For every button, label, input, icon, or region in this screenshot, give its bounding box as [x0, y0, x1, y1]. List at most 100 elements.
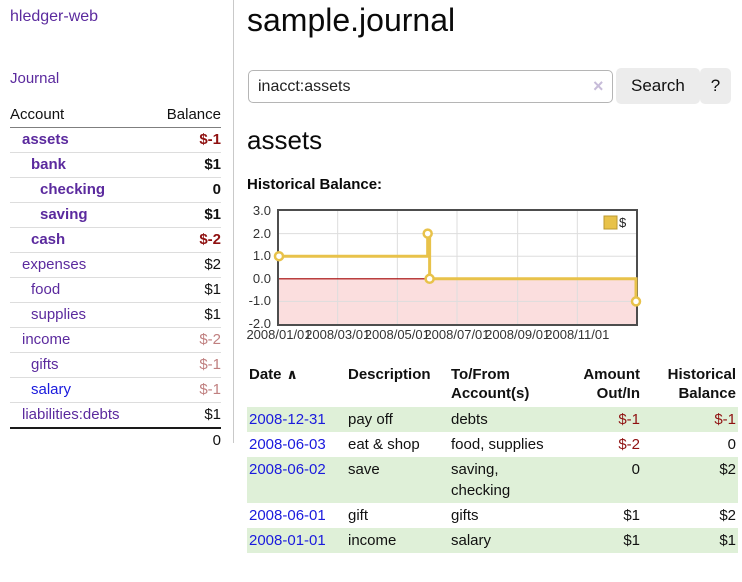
- accounts-total-row: 0: [10, 427, 221, 453]
- svg-text:$: $: [619, 215, 627, 230]
- app-title-link[interactable]: hledger-web: [10, 8, 99, 25]
- account-row: bank $1: [10, 152, 221, 177]
- y-axis-tick: -2.0: [248, 316, 271, 331]
- account-row: salary $-1: [10, 377, 221, 402]
- account-balance: $-2: [199, 231, 221, 248]
- account-balance: $1: [204, 281, 221, 298]
- account-row: food $1: [10, 277, 221, 302]
- y-axis-tick: 2.0: [252, 225, 271, 241]
- y-axis-tick: 0.0: [252, 270, 271, 286]
- account-link-supplies[interactable]: supplies: [31, 306, 87, 323]
- cell-amount: $1: [623, 507, 640, 524]
- account-link-gifts[interactable]: gifts: [31, 356, 59, 373]
- x-axis-tick: 2008/09/01: [485, 327, 551, 342]
- cell-balance: $2: [719, 507, 736, 524]
- account-link-salary[interactable]: salary: [31, 381, 72, 398]
- x-axis-tick: 2008/07/01: [424, 327, 490, 342]
- cell-date[interactable]: 2008-01-01: [247, 528, 346, 553]
- register-row: 2008-06-03 eat & shop food, supplies $-2 0: [247, 432, 738, 457]
- cell-amount: $-1: [618, 411, 640, 428]
- cell-balance: $2: [719, 461, 736, 478]
- date-link[interactable]: 2008-01-01: [249, 532, 326, 549]
- register-row: 2008-12-31 pay off debts $-1 $-1: [247, 407, 738, 432]
- date-link[interactable]: 2008-06-03: [249, 436, 326, 453]
- account-balance: $-2: [199, 331, 221, 348]
- account-link-bank[interactable]: bank: [31, 156, 67, 173]
- account-row: gifts $-1: [10, 352, 221, 377]
- date-link[interactable]: 2008-12-31: [249, 411, 326, 428]
- register-header-description: Description: [348, 366, 431, 383]
- account-balance: $1: [204, 306, 221, 323]
- accounts-total-value: 0: [212, 432, 221, 449]
- cell-description: gift: [348, 507, 369, 524]
- date-link[interactable]: 2008-06-02: [249, 461, 326, 478]
- x-axis-tick: 2008/01/01: [246, 327, 312, 342]
- cell-amount: $1: [623, 532, 640, 549]
- cell-balance: $1: [719, 532, 736, 549]
- sidebar-item-journal[interactable]: Journal: [10, 70, 60, 87]
- account-link-income[interactable]: income: [22, 331, 71, 348]
- accounts-header-balance: Balance: [166, 106, 221, 123]
- register-header-amount: Amount Out/In: [583, 366, 640, 402]
- register-row: 2008-06-02 save saving, checking 0 $2: [247, 457, 738, 503]
- account-balance: $-1: [199, 381, 221, 398]
- cell-amount: 0: [631, 461, 640, 478]
- account-row: income $-2: [10, 327, 221, 352]
- cell-description: save: [348, 461, 380, 478]
- account-link-saving[interactable]: saving: [40, 206, 88, 223]
- register-row: 2008-01-01 income salary $1 $1: [247, 528, 738, 553]
- account-balance: $2: [204, 256, 221, 273]
- register-header-row: Date ∧ Description To/From Account(s) Amo…: [247, 363, 738, 407]
- sidebar: hledger-web Journal Account Balance asse…: [0, 0, 234, 449]
- clear-search-icon[interactable]: ×: [593, 76, 604, 96]
- chart-canvas: $: [273, 211, 642, 324]
- cell-description: pay off: [348, 411, 393, 428]
- account-link-liabilities-debts[interactable]: liabilities:debts: [22, 406, 120, 423]
- cell-balance: $-1: [714, 411, 736, 428]
- account-row: expenses $2: [10, 252, 221, 277]
- account-row: assets $-1: [10, 128, 221, 152]
- account-link-cash[interactable]: cash: [31, 231, 66, 248]
- cell-accounts: salary: [451, 532, 492, 549]
- cell-date[interactable]: 2008-12-31: [247, 407, 346, 432]
- y-axis-tick: -1.0: [248, 293, 271, 309]
- cell-amount: $-2: [618, 436, 640, 453]
- accounts-panel: Account Balance assets $-1 bank $1 checking 0…: [10, 102, 221, 453]
- cell-date[interactable]: 2008-06-03: [247, 432, 346, 457]
- cell-accounts: food, supplies: [451, 436, 544, 453]
- search-input[interactable]: [248, 70, 613, 103]
- search-button[interactable]: Search: [616, 68, 700, 104]
- register-table: Date ∧ Description To/From Account(s) Amo…: [247, 363, 738, 553]
- account-balance: 0: [212, 181, 221, 198]
- y-axis-tick: 1.0: [252, 248, 271, 264]
- account-heading: assets: [247, 125, 323, 155]
- historical-balance-chart: $: [273, 209, 642, 326]
- x-axis-tick: 2008/11/01: [545, 327, 610, 342]
- cell-date[interactable]: 2008-06-02: [247, 457, 346, 503]
- register-header-balance: Historical Balance: [667, 366, 736, 402]
- date-link[interactable]: 2008-06-01: [249, 507, 326, 524]
- register-header-accounts: To/From Account(s): [451, 366, 530, 402]
- cell-accounts: gifts: [451, 507, 479, 524]
- account-row: checking 0: [10, 177, 221, 202]
- account-link-food[interactable]: food: [31, 281, 61, 298]
- cell-accounts: debts: [451, 411, 488, 428]
- register-row: 2008-06-01 gift gifts $1 $2: [247, 503, 738, 528]
- cell-description: eat & shop: [348, 436, 420, 453]
- help-button[interactable]: ?: [700, 68, 731, 104]
- account-link-checking[interactable]: checking: [40, 181, 106, 198]
- cell-balance: 0: [727, 436, 736, 453]
- chart-heading: Historical Balance:: [247, 176, 383, 193]
- page-title: sample.journal: [247, 2, 456, 38]
- account-link-expenses[interactable]: expenses: [22, 256, 87, 273]
- account-balance: $-1: [199, 356, 221, 373]
- register-body: 2008-12-31 pay off debts $-1 $-1 2008-06-03 ea…: [247, 407, 738, 553]
- cell-date[interactable]: 2008-06-01: [247, 503, 346, 528]
- sort-ascending-icon: ∧: [286, 366, 298, 382]
- account-balance: $1: [204, 206, 221, 223]
- cell-description: income: [348, 532, 397, 549]
- account-balance: $1: [204, 406, 221, 423]
- register-header-date[interactable]: Date ∧: [249, 366, 298, 383]
- account-link-assets[interactable]: assets: [22, 131, 69, 148]
- accounts-header: Account Balance: [10, 102, 221, 128]
